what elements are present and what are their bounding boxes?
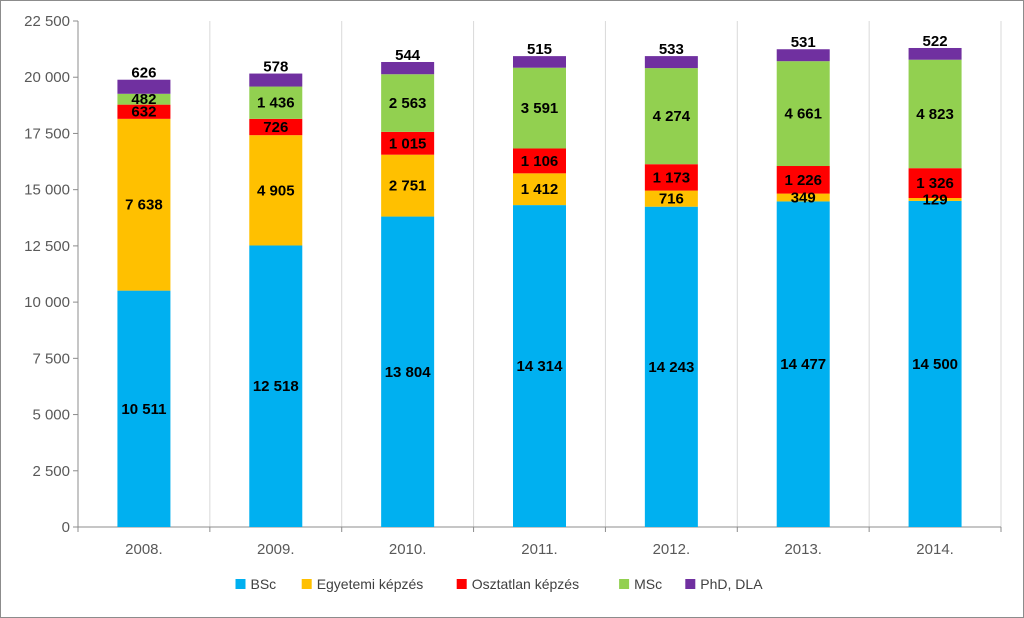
bar-segment bbox=[249, 73, 303, 87]
legend-label: PhD, DLA bbox=[700, 576, 763, 592]
data-label: 129 bbox=[923, 191, 948, 208]
data-label: 1 106 bbox=[521, 153, 559, 170]
x-tick-label: 2014. bbox=[916, 541, 954, 558]
bar-segment bbox=[381, 74, 435, 132]
data-label: 726 bbox=[263, 119, 288, 136]
data-label: 10 511 bbox=[121, 401, 166, 418]
bar-segment bbox=[908, 59, 962, 169]
bar-segment bbox=[776, 201, 830, 528]
legend-label: Osztatlan képzés bbox=[472, 576, 579, 592]
bar-segment bbox=[908, 198, 962, 201]
data-label: 14 314 bbox=[517, 358, 564, 375]
data-label: 1 226 bbox=[784, 172, 822, 189]
bar-segment bbox=[908, 168, 962, 199]
x-tick-label: 2008. bbox=[125, 541, 163, 558]
y-tick-label: 15 000 bbox=[24, 182, 70, 199]
bar-segment bbox=[249, 245, 303, 528]
bar-segment bbox=[117, 118, 171, 291]
bar-segment bbox=[513, 67, 566, 149]
data-label: 1 173 bbox=[653, 169, 691, 186]
bar-segment bbox=[117, 93, 171, 105]
bar-segment bbox=[776, 49, 830, 62]
x-tick-label: 2011. bbox=[521, 541, 557, 558]
bar-segment bbox=[513, 205, 566, 527]
bar-segment bbox=[513, 56, 566, 68]
x-tick-label: 2012. bbox=[653, 541, 691, 558]
data-label: 533 bbox=[659, 41, 684, 58]
x-tick-label: 2013. bbox=[784, 541, 822, 558]
bar-segment bbox=[908, 47, 962, 60]
x-tick-label: 2010. bbox=[389, 541, 427, 558]
y-tick-label: 0 bbox=[62, 519, 70, 536]
bar-segment bbox=[381, 131, 435, 155]
bar-segment bbox=[381, 216, 435, 527]
data-label: 522 bbox=[923, 33, 948, 50]
bar-segment bbox=[644, 206, 698, 528]
data-label: 3 591 bbox=[521, 100, 559, 117]
data-label: 4 274 bbox=[653, 108, 691, 125]
y-tick-label: 17 500 bbox=[24, 125, 70, 142]
data-label: 482 bbox=[131, 91, 156, 108]
data-label: 2 563 bbox=[389, 95, 427, 112]
legend-label: MSc bbox=[634, 576, 662, 592]
bar-segment bbox=[117, 104, 171, 119]
data-label: 1 436 bbox=[257, 95, 295, 112]
bar-segment bbox=[644, 56, 698, 69]
y-tick-label: 12 500 bbox=[24, 238, 70, 255]
legend-label: BSc bbox=[251, 576, 277, 592]
bar-segment bbox=[117, 79, 171, 94]
bar-segment bbox=[776, 61, 830, 167]
data-label: 12 518 bbox=[253, 378, 299, 395]
y-tick-label: 7 500 bbox=[32, 350, 70, 367]
data-label: 4 823 bbox=[916, 106, 954, 123]
data-label: 14 243 bbox=[648, 359, 694, 376]
bar-segment bbox=[644, 190, 698, 207]
bar-segment bbox=[513, 148, 566, 174]
bar-segment bbox=[776, 166, 830, 194]
data-label: 1 326 bbox=[916, 175, 954, 192]
data-label: 716 bbox=[659, 191, 684, 208]
x-tick-label: 2009. bbox=[257, 541, 295, 558]
bar-segment bbox=[249, 118, 303, 136]
y-tick-label: 10 000 bbox=[24, 294, 70, 311]
bar-segment bbox=[381, 61, 435, 75]
y-tick-label: 22 500 bbox=[24, 13, 70, 30]
legend-swatch bbox=[619, 579, 630, 589]
data-label: 14 477 bbox=[780, 356, 826, 373]
data-label: 14 500 bbox=[912, 356, 958, 373]
legend-swatch bbox=[301, 579, 312, 589]
data-label: 544 bbox=[395, 47, 421, 64]
bar-segment bbox=[249, 135, 303, 246]
data-label: 4 905 bbox=[257, 182, 295, 199]
data-label: 7 638 bbox=[125, 197, 163, 214]
data-label: 632 bbox=[131, 104, 156, 121]
data-label: 515 bbox=[527, 41, 552, 58]
bar-segment bbox=[381, 154, 435, 217]
legend-swatch bbox=[456, 579, 467, 589]
bar-segment bbox=[249, 86, 303, 119]
bar-segment bbox=[908, 200, 962, 527]
data-label: 349 bbox=[791, 190, 816, 207]
data-label: 1 015 bbox=[389, 135, 427, 152]
y-tick-label: 2 500 bbox=[32, 463, 70, 480]
bar-segment bbox=[644, 68, 698, 165]
y-tick-label: 5 000 bbox=[32, 407, 70, 424]
legend-label: Egyetemi képzés bbox=[317, 576, 424, 592]
data-label: 578 bbox=[263, 59, 288, 76]
data-label: 626 bbox=[131, 65, 156, 82]
bar-segment bbox=[644, 164, 698, 191]
data-label: 1 412 bbox=[521, 181, 559, 198]
bar-segment bbox=[513, 173, 566, 206]
bar-segment bbox=[776, 193, 830, 202]
data-label: 2 751 bbox=[389, 178, 427, 195]
y-tick-label: 20 000 bbox=[24, 69, 70, 86]
data-label: 13 804 bbox=[385, 364, 432, 381]
legend-swatch bbox=[235, 579, 246, 589]
data-label: 4 661 bbox=[784, 106, 822, 123]
bar-segment bbox=[117, 290, 171, 527]
legend-swatch bbox=[685, 579, 696, 589]
data-label: 531 bbox=[791, 34, 816, 51]
